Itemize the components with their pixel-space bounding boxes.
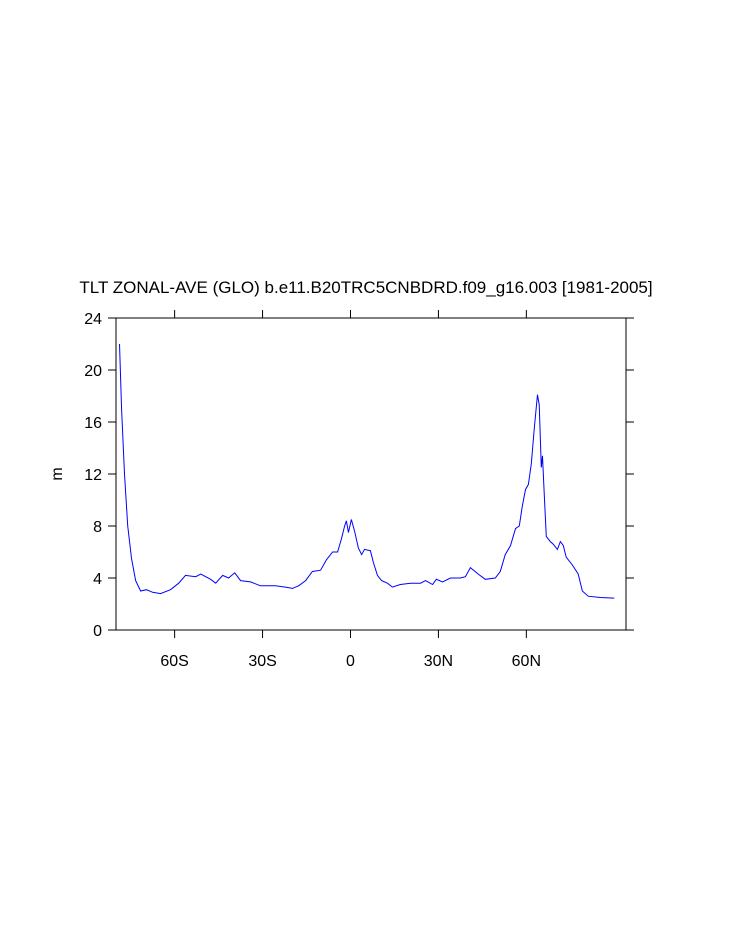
x-tick-label: 30N	[424, 653, 453, 670]
x-tick-label: 60N	[512, 653, 541, 670]
x-tick-label: 30S	[248, 653, 276, 670]
y-tick-label: 8	[93, 519, 102, 536]
x-tick-label: 60S	[160, 653, 188, 670]
data-line	[119, 343, 615, 599]
y-tick-label: 0	[93, 623, 102, 640]
y-tick-label: 24	[84, 311, 102, 328]
chart-title: TLT ZONAL-AVE (GLO) b.e11.B20TRC5CNBDRD.…	[79, 278, 652, 297]
plot-frame	[115, 317, 627, 631]
y-tick-label: 16	[84, 415, 102, 432]
y-tick-label: 20	[84, 363, 102, 380]
y-axis-label: m	[49, 467, 66, 480]
y-tick-label: 12	[84, 467, 102, 484]
x-tick-label: 0	[346, 653, 355, 670]
y-tick-label: 4	[93, 571, 102, 588]
